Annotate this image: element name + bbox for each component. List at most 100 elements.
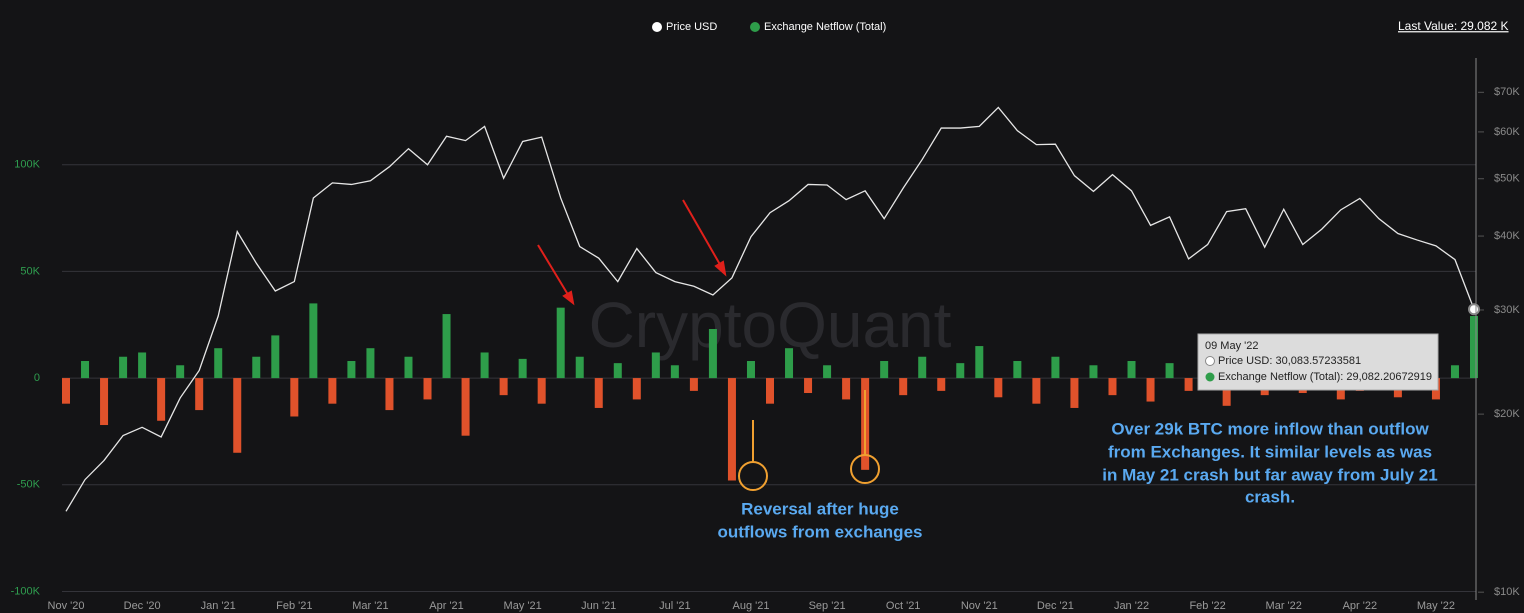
x-tick-label: Apr '21	[429, 600, 464, 612]
x-tick-label: Sep '21	[809, 600, 846, 612]
tooltip-title: 09 May '22	[1205, 340, 1258, 352]
price-point	[1468, 303, 1480, 316]
y-tick-label: -100K	[11, 585, 41, 597]
netflow-bar	[347, 361, 356, 379]
netflow-bar	[956, 363, 965, 379]
x-tick-label: Mar '22	[1266, 600, 1302, 612]
y2-tick-label: $10K	[1494, 586, 1520, 598]
y2-tick-label: $70K	[1494, 86, 1520, 98]
netflow-bar	[823, 365, 832, 379]
tooltip: 09 May '22 Price USD: 30,083.57233581 Ex…	[1197, 333, 1439, 391]
legend-dot	[750, 22, 760, 32]
netflow-bar	[975, 346, 984, 379]
netflow-bar	[899, 378, 908, 396]
netflow-bar	[328, 378, 337, 404]
netflow-bar	[271, 335, 280, 379]
x-tick-label: Jan '21	[201, 600, 236, 612]
price-line	[65, 106, 1480, 512]
netflow-bar	[575, 356, 584, 379]
legend-label[interactable]: Price USD	[666, 21, 717, 33]
x-tick-label: Jun '21	[581, 600, 616, 612]
netflow-bar	[1146, 378, 1155, 402]
netflow-bar	[480, 352, 489, 379]
netflow-bar	[119, 356, 128, 379]
netflow-bar	[1450, 365, 1459, 379]
x-tick-label: May '22	[1417, 600, 1455, 612]
y2-tick-label: $50K	[1494, 173, 1520, 185]
x-tick-label: May '21	[504, 600, 542, 612]
netflow-bar	[442, 314, 451, 379]
netflow-bar	[766, 378, 774, 404]
netflow-bar	[594, 378, 603, 408]
netflow-bar	[937, 378, 946, 391]
y-tick-label: 0	[34, 372, 40, 384]
netflow-bar	[518, 358, 527, 379]
netflow-bar	[81, 361, 90, 379]
y-tick-label: 50K	[20, 265, 40, 277]
y-tick-label: 100K	[14, 159, 40, 171]
legend-dot	[652, 22, 662, 32]
netflow-bar	[1184, 378, 1193, 391]
netflow-bar	[290, 378, 299, 417]
netflow-bar	[1013, 361, 1022, 379]
netflow-bar	[785, 348, 794, 379]
y2-tick-label: $30K	[1494, 304, 1520, 316]
netflow-bar	[1108, 378, 1117, 396]
netflow-bar	[62, 378, 70, 404]
x-tick-label: Jul '21	[659, 600, 690, 612]
netflow-bar	[1470, 316, 1478, 379]
netflow-bar	[309, 303, 318, 379]
tooltip-dot	[1205, 372, 1215, 382]
y2-tick-label: $40K	[1494, 230, 1520, 242]
annotation: Over 29k BTC more inflow than outflow	[1111, 419, 1429, 438]
netflow-bar	[214, 348, 223, 379]
annotation: crash.	[1245, 487, 1295, 506]
netflow-bar	[670, 365, 679, 379]
netflow-bar	[499, 378, 508, 396]
netflow-bar	[385, 378, 394, 411]
netflow-bar	[842, 378, 851, 400]
legend-label[interactable]: Exchange Netflow (Total)	[764, 21, 886, 33]
netflow-bar	[632, 378, 641, 400]
x-tick-label: Mar '21	[352, 600, 388, 612]
tooltip-line: Price USD: 30,083.57233581	[1218, 355, 1361, 367]
watermark: CryptoQuant	[589, 289, 952, 361]
x-tick-label: Feb '22	[1189, 600, 1225, 612]
netflow-bar	[708, 329, 717, 379]
y2-tick-label: $20K	[1494, 408, 1520, 420]
netflow-bar	[252, 356, 261, 379]
x-tick-label: Aug '21	[732, 600, 769, 612]
netflow-bar	[157, 378, 166, 421]
price-line	[65, 106, 1475, 512]
netflow-bar	[1222, 378, 1231, 406]
annotation: from Exchanges. It similar levels as was	[1108, 442, 1432, 461]
netflow-bar	[461, 378, 470, 436]
tooltip-dot	[1205, 356, 1215, 366]
netflow-bar	[233, 378, 242, 453]
netflow-bar	[746, 361, 755, 379]
netflow-bar	[1070, 378, 1079, 408]
netflow-bar	[556, 307, 565, 379]
netflow-bar	[138, 352, 147, 379]
netflow-bar	[537, 378, 546, 404]
netflow-bar	[404, 356, 413, 379]
netflow-bar	[613, 363, 622, 379]
x-tick-label: Dec '20	[124, 600, 161, 612]
y2-tick-label: $60K	[1494, 126, 1520, 138]
x-tick-label: Oct '21	[886, 600, 921, 612]
netflow-bar	[195, 378, 204, 411]
x-tick-label: Feb '21	[276, 600, 312, 612]
netflow-bar	[1032, 378, 1041, 404]
last-value[interactable]: Last Value: 29.082 K	[1398, 19, 1509, 33]
tooltip-line: Exchange Netflow (Total): 29,082.2067291…	[1218, 371, 1432, 383]
netflow-bar	[804, 378, 813, 394]
x-tick-label: Jan '22	[1114, 600, 1149, 612]
netflow-bar	[651, 352, 660, 379]
netflow-bar	[366, 348, 375, 379]
netflow-bar	[880, 361, 889, 379]
tooltip-box	[1197, 333, 1439, 391]
y-tick-label: -50K	[17, 479, 41, 491]
arrows	[537, 199, 727, 306]
